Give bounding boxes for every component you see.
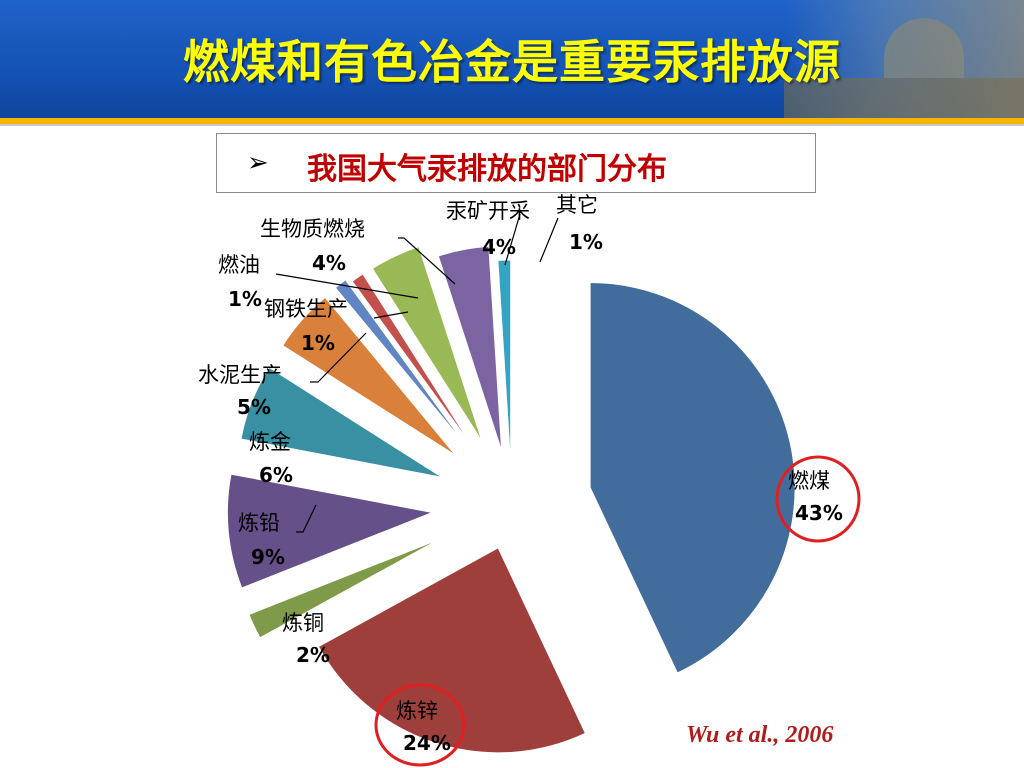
- highlight-circle-zinc: [374, 683, 466, 767]
- label-value-biomass: 4%: [312, 251, 346, 275]
- leader-line-hgmine: [504, 213, 521, 266]
- label-value-cement: 5%: [237, 395, 271, 419]
- label-name-cement: 水泥生产: [198, 363, 282, 387]
- header-building-image: [784, 0, 1024, 122]
- building-base: [784, 78, 1024, 122]
- arrow-bullet-icon: ➢: [247, 148, 269, 178]
- page-title: 燃煤和有色冶金是重要汞排放源: [183, 35, 841, 89]
- header-divider-gray: [0, 124, 1024, 126]
- header-banner: 燃煤和有色冶金是重要汞排放源: [0, 0, 1024, 122]
- label-name-steel: 钢铁生产: [264, 297, 348, 321]
- highlight-circles: [374, 455, 861, 767]
- pie-slice-other: [497, 259, 512, 466]
- slice-labels: 燃煤 43% 炼锌 24% 炼铜 2% 炼铅 9% 炼金 6% 水泥生产 5% …: [198, 193, 843, 755]
- label-name-lead: 炼铅: [238, 511, 280, 535]
- label-name-copper: 炼铜: [282, 611, 324, 635]
- pie-slice-hgmine: [437, 245, 503, 452]
- subtitle-text: 我国大气汞排放的部门分布: [307, 152, 667, 187]
- pie-slice-gold: [240, 366, 443, 478]
- leader-line-biomass: [398, 237, 456, 285]
- label-value-steel: 1%: [301, 331, 335, 355]
- pie-slice-copper: [248, 538, 440, 639]
- pie-slice-lead: [226, 473, 435, 589]
- pie-slice-coal: [589, 281, 796, 674]
- leader-line-cement: [310, 332, 367, 383]
- label-value-other: 1%: [569, 230, 603, 254]
- label-value-copper: 2%: [296, 643, 330, 667]
- pie-slices: [226, 245, 796, 754]
- pie-slice-steel: [334, 279, 467, 447]
- label-value-hgmine: 4%: [482, 235, 516, 259]
- leader-line-lead: [296, 504, 317, 533]
- label-value-lead: 9%: [251, 545, 285, 569]
- label-name-gold: 炼金: [249, 430, 291, 454]
- leader-lines: [275, 213, 559, 533]
- building-dome: [884, 18, 964, 78]
- label-value-coal: 43%: [795, 501, 843, 525]
- label-value-zinc: 24%: [403, 731, 451, 755]
- label-name-other: 其它: [556, 193, 598, 217]
- label-name-oil: 燃油: [218, 253, 260, 277]
- pie-slice-cement: [282, 296, 457, 456]
- leader-line-steel: [373, 311, 409, 319]
- label-name-hgmine: 汞矿开采: [446, 199, 530, 223]
- citation: Wu et al., 2006: [686, 722, 834, 748]
- header-divider-gold: [0, 118, 1024, 124]
- leader-line-oil: [275, 273, 419, 299]
- highlight-circle-coal: [775, 455, 861, 543]
- label-name-biomass: 生物质燃烧: [260, 217, 365, 241]
- pie-slice-oil: [351, 273, 474, 448]
- label-name-coal: 燃煤: [788, 469, 830, 493]
- leader-line-other: [539, 217, 559, 263]
- label-value-gold: 6%: [259, 463, 293, 487]
- subtitle-box: ➢ 我国大气汞排放的部门分布: [216, 133, 816, 193]
- label-name-zinc: 炼锌: [396, 699, 438, 723]
- label-value-oil: 1%: [228, 287, 262, 311]
